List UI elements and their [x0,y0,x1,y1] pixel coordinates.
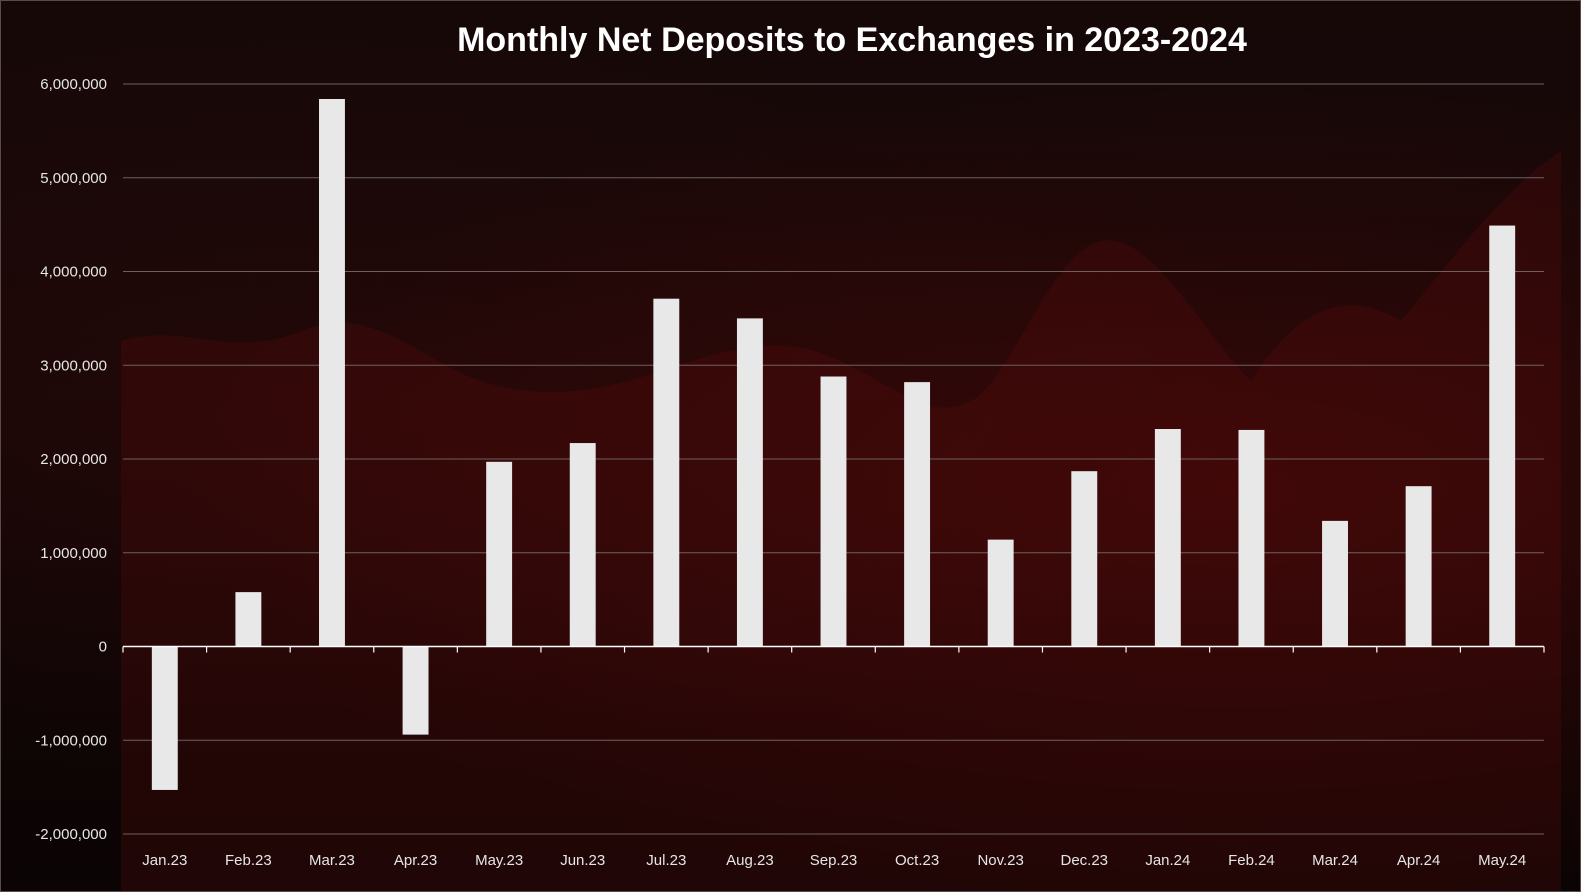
bar-jun-23 [569,443,596,647]
y-tick-label: 4,000,000 [40,264,107,281]
bar-sep-23 [820,376,847,647]
x-tick-label: Apr.23 [394,852,437,869]
y-tick-label: 3,000,000 [40,357,107,374]
chart-title: Monthly Net Deposits to Exchanges in 202… [457,21,1247,59]
bar-may-24 [1489,225,1516,647]
x-tick-label: Mar.24 [1312,852,1358,869]
bar-aug-23 [736,318,763,647]
x-tick-label: Jul.23 [646,852,686,869]
bar-oct-23 [904,382,931,647]
x-tick-label: Jan.23 [142,852,187,869]
y-tick-label: 1,000,000 [40,545,107,562]
x-tick-label: Apr.24 [1397,852,1440,869]
x-tick-label: May.24 [1478,852,1526,869]
y-tick-label: 5,000,000 [40,170,107,187]
bar-dec-23 [1071,471,1098,647]
x-tick-label: May.23 [475,852,523,869]
y-tick-label: -1,000,000 [35,732,107,749]
bar-jan-23 [151,646,178,790]
bar-apr-23 [402,646,429,735]
y-tick-label: 2,000,000 [40,451,107,468]
x-axis: Jan.23 Feb.23 Mar.23 Apr.23 May.23 Jun.23 Jul.… [122,645,1545,869]
x-tick-label: Sep.23 [810,852,858,869]
bar-nov-23 [987,539,1014,647]
x-tick-label: Jan.24 [1145,852,1190,869]
x-tick-label: Feb.23 [225,852,272,869]
bar-jan-24 [1154,429,1181,647]
gridlines [123,83,1544,835]
y-tick-label: -2,000,000 [35,826,107,843]
bar-apr-24 [1405,486,1432,647]
bar-feb-24 [1238,429,1265,647]
x-tick-label: Mar.23 [309,852,355,869]
x-tick-label: Oct.23 [895,852,939,869]
y-axis-labels: -2,000,000 -1,000,000 0 1,000,000 2,000,000 3… [35,76,107,843]
y-tick-label: 0 [99,639,107,656]
x-tick-label: Dec.23 [1060,852,1108,869]
x-tick-label: Jun.23 [560,852,605,869]
y-tick-label: 6,000,000 [40,76,107,93]
bar-jul-23 [653,298,680,647]
bar-mar-24 [1322,520,1348,647]
bar-feb-23 [235,592,262,647]
bars [151,99,1516,790]
bar-may-23 [486,461,513,647]
x-tick-label: Aug.23 [726,852,774,869]
bar-mar-23 [319,99,345,647]
x-tick-label: Feb.24 [1228,852,1275,869]
x-tick-label: Nov.23 [977,852,1023,869]
